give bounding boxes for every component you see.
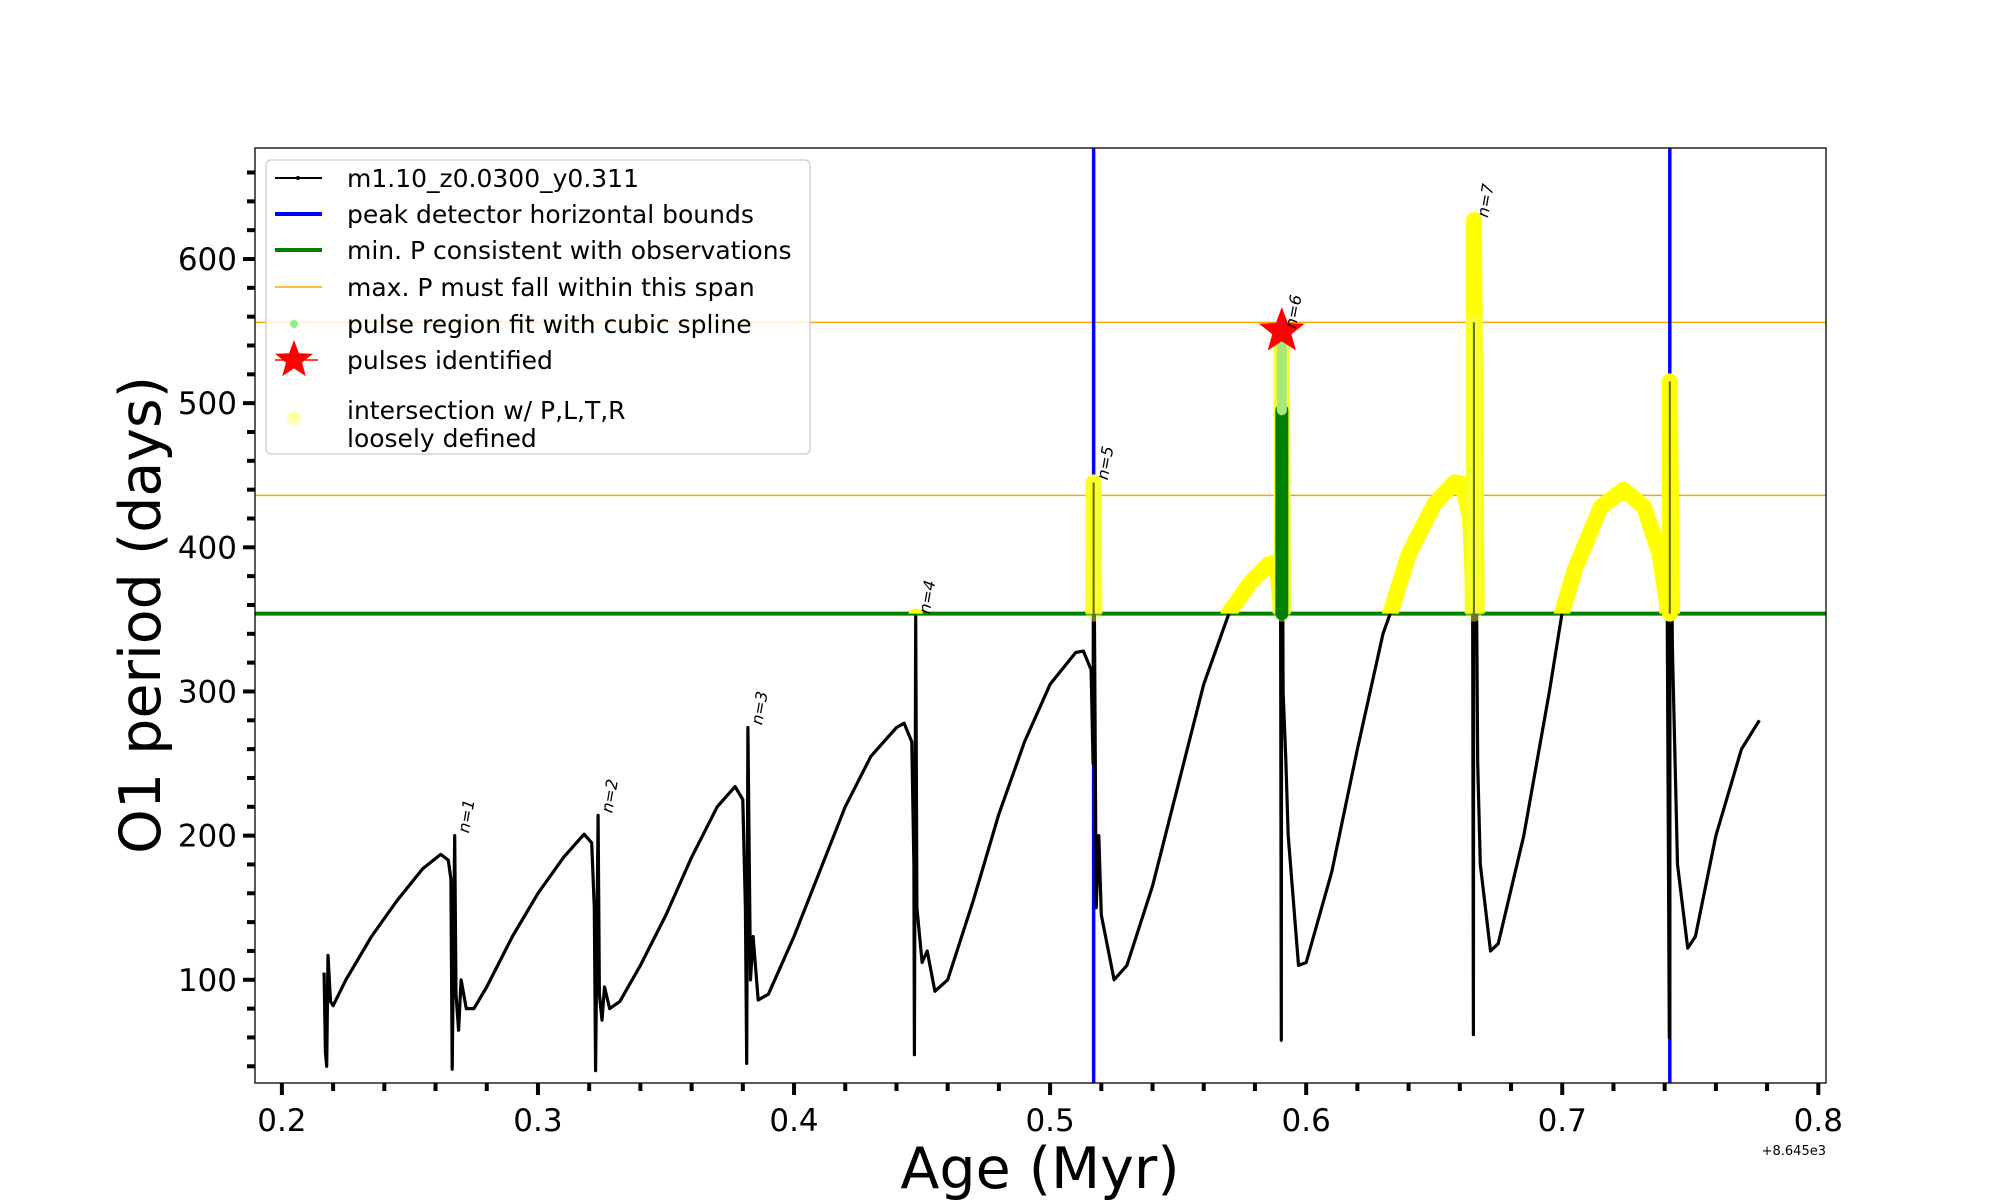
legend-label-line2: loosely defined bbox=[347, 424, 537, 453]
x-offset-label: +8.645e3 bbox=[1762, 1144, 1826, 1159]
y-axis-label: O1 period (days) bbox=[108, 376, 174, 854]
pulse-label-7: n=7 bbox=[1473, 181, 1498, 218]
legend-marker bbox=[296, 176, 300, 180]
y-tick-label: 100 bbox=[178, 963, 237, 999]
pulse-label-3: n=3 bbox=[747, 690, 772, 727]
plot-area: n=1n=2n=3n=4n=5n=6n=7 bbox=[255, 148, 1826, 1083]
x-tick-label: 0.4 bbox=[769, 1103, 818, 1139]
legend-item-4: max. P must fall within this span bbox=[275, 273, 755, 302]
series-line bbox=[322, 218, 1761, 1073]
legend-label: peak detector horizontal bounds bbox=[347, 200, 754, 229]
legend-label: intersection w/ P,L,T,R bbox=[347, 396, 626, 425]
legend-label: max. P must fall within this span bbox=[347, 273, 755, 302]
legend-swatch bbox=[275, 340, 313, 377]
pulse-label-5: n=5 bbox=[1093, 445, 1118, 482]
x-tick-label: 0.8 bbox=[1794, 1103, 1843, 1139]
legend-swatch bbox=[290, 320, 298, 328]
legend-label: min. P consistent with observations bbox=[347, 236, 792, 265]
legend-swatch bbox=[287, 411, 301, 425]
x-axis-label: Age (Myr) bbox=[900, 1136, 1179, 1200]
x-tick-label: 0.2 bbox=[257, 1103, 306, 1139]
x-tick-label: 0.3 bbox=[513, 1103, 562, 1139]
legend-label: m1.10_z0.0300_y0.311 bbox=[347, 164, 639, 193]
x-tick-label: 0.5 bbox=[1025, 1103, 1074, 1139]
legend-item-1: m1.10_z0.0300_y0.311 bbox=[275, 164, 639, 193]
y-tick-label: 600 bbox=[178, 242, 237, 278]
legend-item-5: pulse region fit with cubic spline bbox=[290, 310, 752, 339]
legend-item-3: min. P consistent with observations bbox=[275, 236, 792, 265]
axes: 0.2 0.3 0.4 0.5 0.6 0.7 0.8 100 200 300 400 500 600 bbox=[178, 170, 1843, 1139]
legend-item-2: peak detector horizontal bounds bbox=[275, 200, 754, 229]
y-tick-label: 400 bbox=[178, 530, 237, 566]
y-tick-label: 500 bbox=[178, 386, 237, 422]
x-tick-label: 0.6 bbox=[1282, 1103, 1331, 1139]
y-tick-label: 200 bbox=[178, 819, 237, 855]
pulse-star-1 bbox=[1259, 307, 1305, 351]
x-tick-label: 0.7 bbox=[1538, 1103, 1587, 1139]
pulse-label-4: n=4 bbox=[915, 579, 940, 616]
pulse-label-1: n=1 bbox=[454, 798, 479, 835]
legend-label: pulses identified bbox=[347, 346, 553, 375]
legend-label: pulse region fit with cubic spline bbox=[347, 310, 752, 339]
pulse-label-2: n=2 bbox=[597, 778, 622, 815]
axes-frame bbox=[254, 147, 1827, 1084]
y-tick-label: 300 bbox=[178, 674, 237, 710]
legend-item-6: pulses identified bbox=[275, 340, 553, 377]
